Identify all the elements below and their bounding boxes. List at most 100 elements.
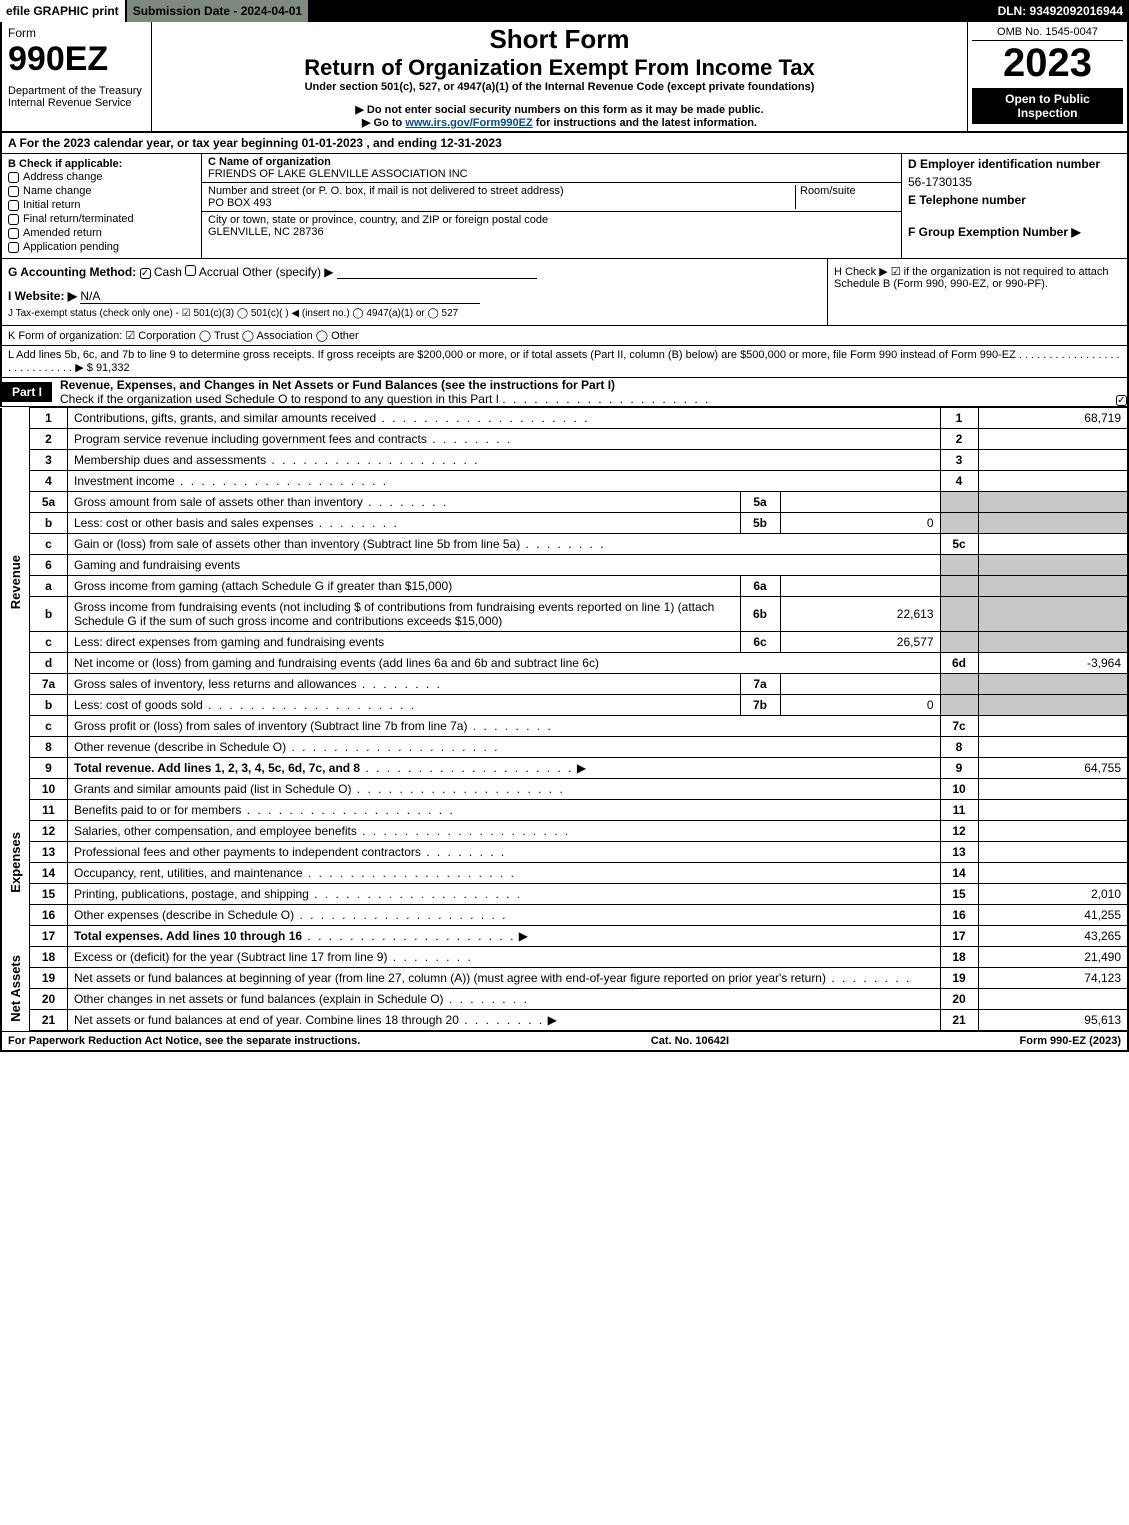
efile-label: efile GRAPHIC print	[0, 0, 127, 22]
note2-pre: ▶ Go to	[362, 117, 405, 129]
cb-address-change[interactable]: Address change	[8, 170, 195, 184]
subtitle: Under section 501(c), 527, or 4947(a)(1)…	[158, 81, 961, 93]
row-17: 17 Total expenses. Add lines 10 through …	[1, 926, 1128, 947]
footer: For Paperwork Reduction Act Notice, see …	[0, 1031, 1129, 1052]
cb-application-pending[interactable]: Application pending	[8, 240, 195, 254]
note-goto: ▶ Go to www.irs.gov/Form990EZ for instru…	[158, 116, 961, 129]
row-6c: c Less: direct expenses from gaming and …	[1, 632, 1128, 653]
tax-year: 2023	[972, 41, 1123, 86]
dln-label: DLN: 93492092016944	[992, 0, 1129, 22]
row-4: 4 Investment income 4	[1, 471, 1128, 492]
row-21: 21 Net assets or fund balances at end of…	[1, 1010, 1128, 1031]
submission-date: Submission Date - 2024-04-01	[127, 0, 310, 22]
cb-name-change[interactable]: Name change	[8, 184, 195, 198]
city-lbl: City or town, state or province, country…	[208, 214, 895, 226]
row-12: 12 Salaries, other compensation, and emp…	[1, 821, 1128, 842]
row-6a: a Gross income from gaming (attach Sched…	[1, 576, 1128, 597]
row-3: 3 Membership dues and assessments 3	[1, 450, 1128, 471]
row-20: 20 Other changes in net assets or fund b…	[1, 989, 1128, 1010]
part1-check-line: Check if the organization used Schedule …	[60, 392, 499, 406]
row-13: 13 Professional fees and other payments …	[1, 842, 1128, 863]
ein-lbl: D Employer identification number	[908, 157, 1100, 171]
omb-label: OMB No. 1545-0047	[972, 24, 1123, 41]
row-11: 11 Benefits paid to or for members 11	[1, 800, 1128, 821]
line-i: I Website: ▶ N/A	[8, 289, 821, 304]
cb-final-return[interactable]: Final return/terminated	[8, 212, 195, 226]
dots	[502, 392, 710, 406]
cb-schedule-o[interactable]	[1116, 395, 1127, 406]
ghij-left: G Accounting Method: Cash Accrual Other …	[2, 259, 827, 325]
row-19: 19 Net assets or fund balances at beginn…	[1, 968, 1128, 989]
l-text: L Add lines 5b, 6c, and 7b to line 9 to …	[8, 349, 1120, 374]
row-6b: b Gross income from fundraising events (…	[1, 597, 1128, 632]
street-row: Number and street (or P. O. box, if mail…	[202, 183, 901, 212]
row-7b: b Less: cost of goods sold 7b 0	[1, 695, 1128, 716]
tel-value	[908, 207, 1121, 225]
open-to-public: Open to Public Inspection	[972, 88, 1123, 124]
row-5c: c Gain or (loss) from sale of assets oth…	[1, 534, 1128, 555]
return-title: Return of Organization Exempt From Incom…	[158, 55, 961, 81]
row-5b: b Less: cost or other basis and sales ex…	[1, 513, 1128, 534]
column-def: D Employer identification number 56-1730…	[902, 154, 1127, 258]
side-revenue: Revenue	[8, 555, 23, 609]
cb-amended-return[interactable]: Amended return	[8, 226, 195, 240]
dept-label: Department of the Treasury Internal Reve…	[8, 85, 145, 109]
other-specify-line	[337, 265, 537, 279]
line-l: L Add lines 5b, 6c, and 7b to line 9 to …	[0, 346, 1129, 378]
group-exemption-lbl: F Group Exemption Number ▶	[908, 225, 1081, 239]
part1-tab: Part I	[2, 382, 52, 402]
form-number: 990EZ	[8, 40, 145, 79]
part1-header: Part I Revenue, Expenses, and Changes in…	[0, 378, 1129, 407]
i-label: I Website: ▶	[8, 289, 77, 303]
irs-link[interactable]: www.irs.gov/Form990EZ	[405, 117, 532, 129]
b-heading: B Check if applicable:	[8, 158, 122, 170]
form-word: Form	[8, 26, 145, 40]
row-2: 2 Program service revenue including gove…	[1, 429, 1128, 450]
org-name-row: C Name of organization FRIENDS OF LAKE G…	[202, 154, 901, 183]
row-a-tax-year: A For the 2023 calendar year, or tax yea…	[0, 133, 1129, 154]
cb-accrual[interactable]	[185, 265, 196, 276]
line-g: G Accounting Method: Cash Accrual Other …	[8, 265, 821, 279]
c-name-lbl: C Name of organization	[208, 156, 331, 168]
website-value: N/A	[80, 289, 100, 303]
row-5a: 5a Gross amount from sale of assets othe…	[1, 492, 1128, 513]
row-9: 9 Total revenue. Add lines 1, 2, 3, 4, 5…	[1, 758, 1128, 779]
city-value: GLENVILLE, NC 28736	[208, 226, 895, 238]
row-16: 16 Other expenses (describe in Schedule …	[1, 905, 1128, 926]
row-18: Net Assets 18 Excess or (deficit) for th…	[1, 947, 1128, 968]
column-c: C Name of organization FRIENDS OF LAKE G…	[202, 154, 902, 258]
cb-cash[interactable]	[140, 268, 151, 279]
header-right: OMB No. 1545-0047 2023 Open to Public In…	[967, 22, 1127, 131]
side-net-assets: Net Assets	[8, 955, 23, 1022]
city-row: City or town, state or province, country…	[202, 212, 901, 240]
room-lbl: Room/suite	[795, 185, 895, 209]
tel-lbl: E Telephone number	[908, 193, 1026, 207]
line-k: K Form of organization: ☑ Corporation ◯ …	[0, 326, 1129, 346]
section-bcdef: B Check if applicable: Address change Na…	[0, 154, 1129, 259]
row-a-text: A For the 2023 calendar year, or tax yea…	[8, 136, 502, 150]
org-name: FRIENDS OF LAKE GLENVILLE ASSOCIATION IN…	[208, 168, 895, 180]
row-14: 14 Occupancy, rent, utilities, and maint…	[1, 863, 1128, 884]
cb-initial-return[interactable]: Initial return	[8, 198, 195, 212]
ein-value: 56-1730135	[908, 171, 1121, 193]
top-bar: efile GRAPHIC print Submission Date - 20…	[0, 0, 1129, 22]
form-header: Form 990EZ Department of the Treasury In…	[0, 22, 1129, 133]
row-7a: 7a Gross sales of inventory, less return…	[1, 674, 1128, 695]
side-expenses: Expenses	[8, 832, 23, 893]
line-j: J Tax-exempt status (check only one) - ☑…	[8, 308, 821, 319]
header-left: Form 990EZ Department of the Treasury In…	[2, 22, 152, 131]
note-ssn: ▶ Do not enter social security numbers o…	[158, 103, 961, 116]
row-6d: d Net income or (loss) from gaming and f…	[1, 653, 1128, 674]
line-h: H Check ▶ ☑ if the organization is not r…	[827, 259, 1127, 325]
street-lbl: Number and street (or P. O. box, if mail…	[208, 185, 795, 197]
g-label: G Accounting Method:	[8, 265, 136, 279]
column-b: B Check if applicable: Address change Na…	[2, 154, 202, 258]
note2-post: for instructions and the latest informat…	[533, 117, 757, 129]
part1-title: Revenue, Expenses, and Changes in Net As…	[60, 378, 615, 392]
row-1: Revenue 1 Contributions, gifts, grants, …	[1, 408, 1128, 429]
l-value: 91,332	[96, 362, 130, 374]
lines-table: Revenue 1 Contributions, gifts, grants, …	[0, 407, 1129, 1031]
header-middle: Short Form Return of Organization Exempt…	[152, 22, 967, 131]
short-form-title: Short Form	[158, 24, 961, 55]
row-8: 8 Other revenue (describe in Schedule O)…	[1, 737, 1128, 758]
